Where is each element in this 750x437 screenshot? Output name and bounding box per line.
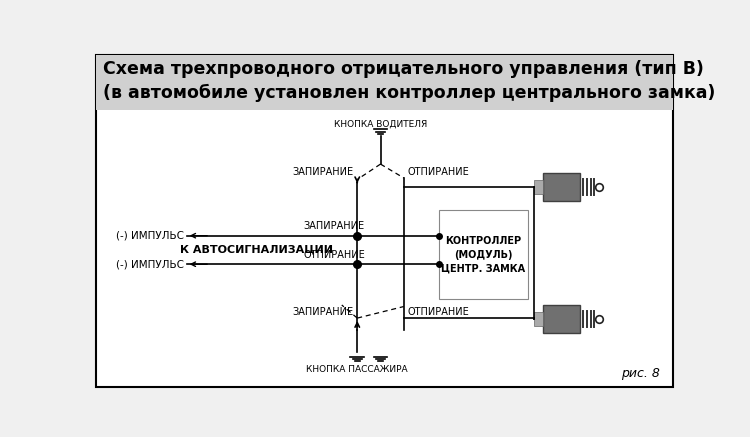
- Text: ОТПИРАНИЕ: ОТПИРАНИЕ: [408, 307, 470, 317]
- Bar: [543, 173, 580, 201]
- Text: КНОПКА ВОДИТЕЛЯ: КНОПКА ВОДИТЕЛЯ: [334, 120, 427, 128]
- Bar: [534, 180, 543, 194]
- Text: ОТПИРАНИЕ: ОТПИРАНИЕ: [408, 167, 470, 177]
- Text: (-) ИМПУЛЬС: (-) ИМПУЛЬС: [116, 231, 184, 241]
- Text: КОНТРОЛЛЕР
(МОДУЛЬ)
ЦЕНТР. ЗАМКА: КОНТРОЛЛЕР (МОДУЛЬ) ЦЕНТР. ЗАМКА: [441, 236, 525, 274]
- Text: Схема трехпроводного отрицательного управления (тип В): Схема трехпроводного отрицательного упра…: [103, 60, 704, 78]
- Bar: [543, 305, 580, 333]
- Text: ЗАПИРАНИЕ: ЗАПИРАНИЕ: [292, 167, 353, 177]
- Text: К АВТОСИГНАЛИЗАЦИИ: К АВТОСИГНАЛИЗАЦИИ: [180, 245, 333, 255]
- Text: (-) ИМПУЛЬС: (-) ИМПУЛЬС: [116, 259, 184, 269]
- Bar: [439, 210, 528, 299]
- Text: КНОПКА ПАССАЖИРА: КНОПКА ПАССАЖИРА: [307, 365, 408, 374]
- Text: (в автомобиле установлен контроллер центрального замка): (в автомобиле установлен контроллер цент…: [103, 83, 716, 101]
- Text: ЗАПИРАНИЕ: ЗАПИРАНИЕ: [304, 222, 364, 232]
- Bar: [534, 312, 543, 326]
- Bar: [96, 55, 673, 110]
- Text: ЗАПИРАНИЕ: ЗАПИРАНИЕ: [292, 307, 353, 317]
- Text: ОТПИРАНИЕ: ОТПИРАНИЕ: [303, 250, 364, 260]
- Text: рис. 8: рис. 8: [621, 367, 659, 380]
